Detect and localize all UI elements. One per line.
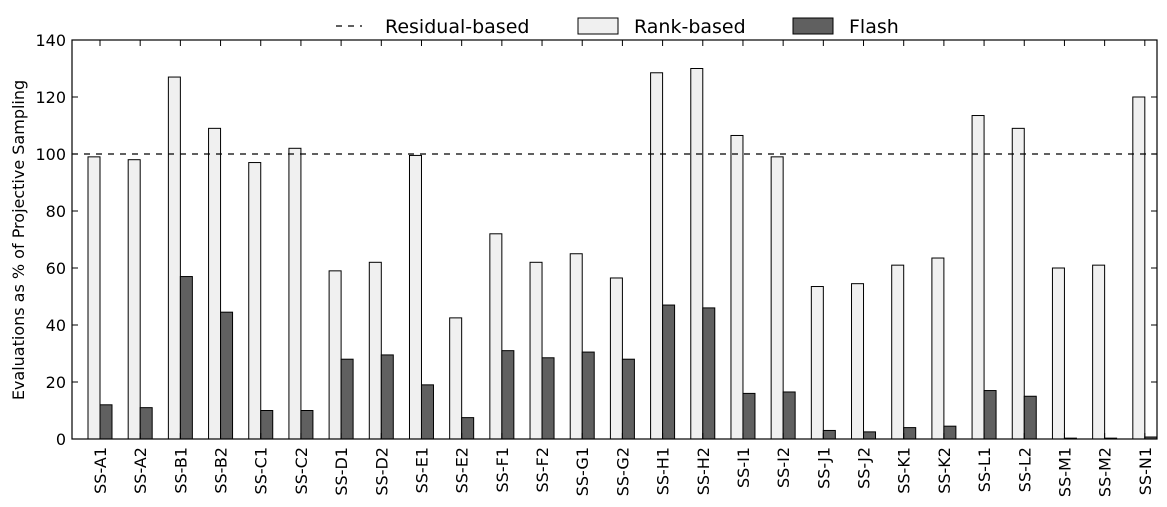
flash-bar-ss-k1 [903,427,917,440]
y-tick-label: 80 [46,202,66,221]
legend-rank-label: Rank-based [634,16,746,38]
x-tick-label: SS-E2 [453,447,472,493]
legend-flash-swatch [792,17,834,35]
flash-bar-ss-d1 [340,358,354,440]
flash-bar-ss-b1 [179,276,193,440]
flash-bar-ss-e2 [461,417,475,440]
legend-flash-label: Flash [849,16,899,38]
y-tick-label: 60 [46,259,66,278]
y-tick-label: 0 [56,430,66,449]
flash-bar-ss-h1 [662,304,676,440]
x-tick-label: SS-H2 [694,447,713,495]
rank-bar-ss-f2 [529,261,543,440]
x-tick-label: SS-N1 [1136,447,1155,495]
x-tick-label: SS-L1 [975,447,994,492]
x-tick-label: SS-A2 [131,447,150,494]
flash-bar-ss-c2 [300,410,314,440]
x-tick-label: SS-H1 [654,447,673,495]
flash-bar-ss-j1 [822,429,836,440]
x-axis: SS-A1 SS-A2 SS-B1 SS-B2 SS-C1 SS-C2 SS-D1 SS-D2… [91,40,1155,497]
rank-bar-ss-d2 [368,261,382,440]
flash-bar-ss-i1 [742,392,756,440]
plot-area [71,39,1158,440]
rank-bar-ss-k2 [931,257,945,440]
x-tick-label: SS-G2 [613,447,632,496]
rank-bar-ss-f1 [489,233,503,440]
rank-bar-ss-k1 [891,264,905,440]
x-tick-label: SS-C2 [292,447,311,494]
rank-bar-ss-m2 [1092,264,1106,440]
rank-bar-ss-j1 [810,286,824,440]
x-tick-label: SS-C1 [252,447,271,494]
rank-bar-ss-a1 [87,156,101,440]
flash-bar-ss-e1 [420,384,434,440]
x-tick-label: SS-G1 [573,447,592,496]
flash-bar-ss-l2 [1023,395,1037,440]
rank-bar-ss-g1 [569,253,583,440]
y-tick-label: 140 [35,31,66,50]
plot-frame [71,39,1158,440]
flash-bar-ss-i2 [782,391,796,440]
rank-bar-ss-h2 [690,68,704,440]
rank-bar-ss-g2 [609,277,623,440]
rank-bar-ss-i1 [730,134,744,440]
rank-bar-ss-e1 [408,154,422,440]
flash-bar-ss-l1 [983,390,997,440]
x-tick-label: SS-E1 [412,447,431,493]
legend: Residual-based Rank-based Flash [336,16,899,38]
y-axis-label: Evaluations as % of Projective Sampling [9,80,28,400]
rank-bar-ss-l2 [1011,127,1025,440]
x-tick-label: SS-K2 [935,447,954,494]
rank-bar-ss-b2 [208,127,222,440]
x-tick-label: SS-B2 [212,447,231,494]
flash-bar-ss-g1 [581,351,595,440]
flash-bar-ss-g2 [621,358,635,440]
x-tick-label: SS-D2 [372,447,391,496]
rank-bar-ss-b1 [167,76,181,440]
y-tick-label: 120 [35,88,66,107]
rank-bar-ss-i2 [770,156,784,440]
x-tick-label: SS-F2 [533,447,552,492]
y-tick-label: 40 [46,316,66,335]
legend-residual-label: Residual-based [385,16,529,38]
flash-bar-ss-j2 [863,431,877,440]
y-tick-label: 20 [46,373,66,392]
flash-bar-ss-h2 [702,307,716,440]
x-tick-label: SS-L2 [1015,447,1034,492]
x-tick-label: SS-I2 [774,447,793,488]
x-tick-label: SS-M1 [1055,447,1074,497]
rank-bar-ss-d1 [328,270,342,440]
flash-bar-ss-a2 [139,407,153,440]
y-tick-label: 100 [35,145,66,164]
rank-bar-ss-c2 [288,147,302,440]
rank-bar-ss-c1 [248,162,262,440]
rank-bar-ss-a2 [127,159,141,440]
x-tick-label: SS-I1 [734,447,753,488]
legend-rank-swatch [577,17,619,35]
flash-bar-ss-f1 [501,350,515,440]
x-tick-label: SS-A1 [91,447,110,494]
rank-bar-ss-e2 [449,317,463,440]
flash-bar-ss-b2 [220,311,234,440]
flash-bar-ss-k2 [943,425,957,440]
y-axis: 0 20 40 60 80 100 120 140 [35,31,1157,449]
x-tick-label: SS-B1 [171,447,190,494]
flash-bar-ss-a1 [99,404,113,440]
x-tick-label: SS-F1 [493,447,512,492]
rank-bar-ss-m1 [1051,267,1065,440]
rank-bar-ss-j2 [851,283,865,440]
flash-bar-ss-f2 [541,357,555,440]
rank-bar-ss-n1 [1132,96,1146,440]
x-tick-label: SS-M2 [1096,447,1115,497]
x-tick-label: SS-K1 [895,447,914,494]
x-tick-label: SS-D1 [332,447,351,496]
rank-bar-ss-l1 [971,115,985,440]
flash-bar-ss-d2 [380,354,394,440]
flash-bar-ss-c1 [260,410,274,440]
x-tick-label: SS-J1 [814,447,833,489]
x-tick-label: SS-J2 [855,447,874,489]
rank-bar-ss-h1 [650,72,664,440]
